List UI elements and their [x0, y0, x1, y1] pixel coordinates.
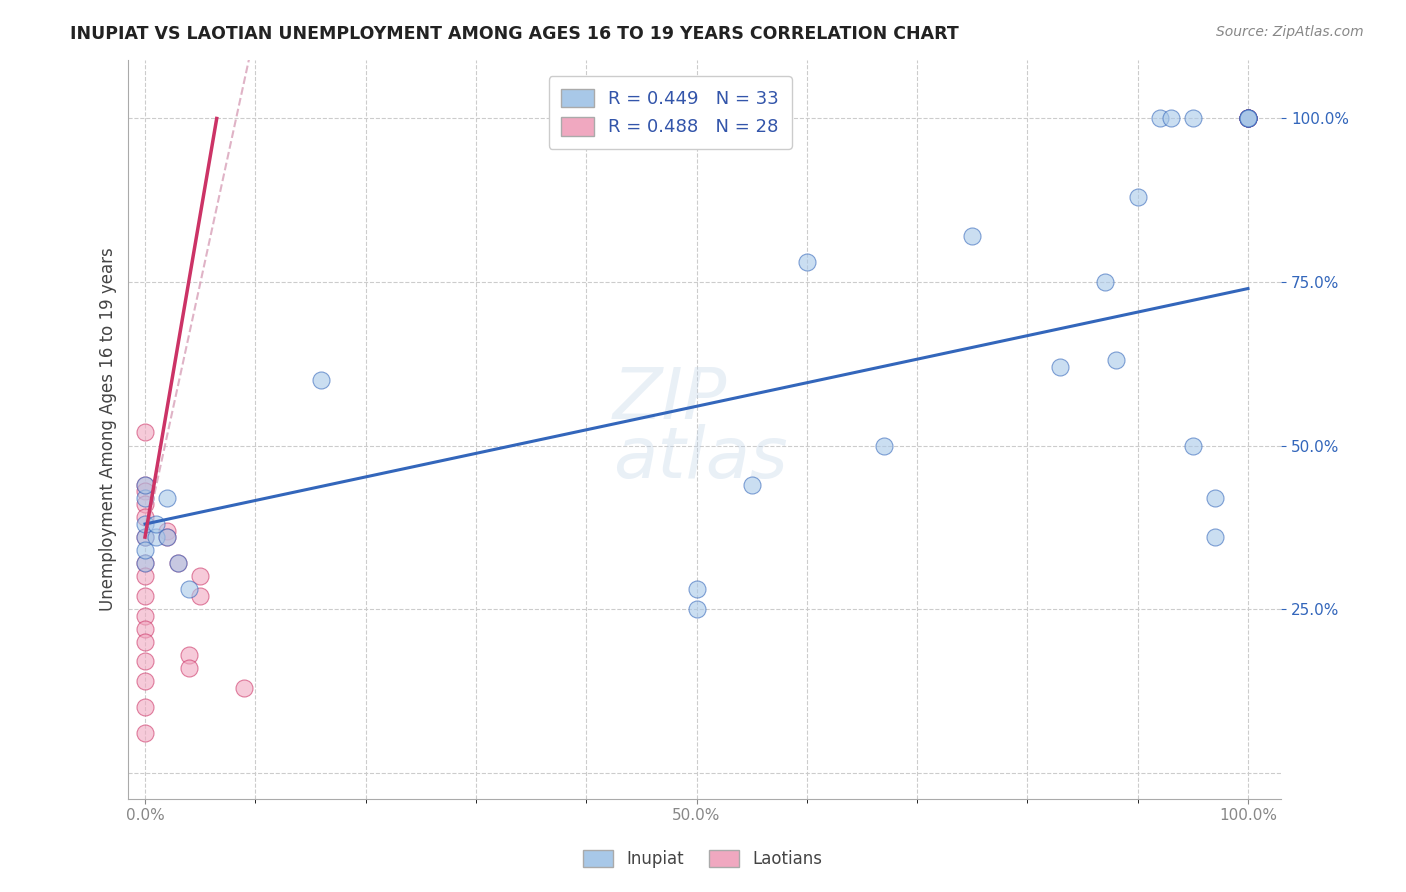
Point	[134, 497, 156, 511]
Point	[1160, 112, 1182, 126]
Point	[741, 477, 763, 491]
Point	[1149, 112, 1171, 126]
Point	[873, 438, 896, 452]
Point	[179, 582, 201, 597]
Point	[233, 681, 256, 695]
Point	[134, 484, 156, 499]
Point	[1181, 112, 1204, 126]
Point	[134, 491, 156, 505]
Point	[134, 654, 156, 668]
Point	[1237, 112, 1260, 126]
Point	[1094, 275, 1116, 289]
Point	[134, 510, 156, 524]
Point	[156, 530, 179, 544]
Point	[134, 530, 156, 544]
Point	[188, 589, 211, 603]
Point	[1204, 491, 1226, 505]
Point	[134, 530, 156, 544]
Legend: Inupiat, Laotians: Inupiat, Laotians	[576, 843, 830, 875]
Y-axis label: Unemployment Among Ages 16 to 19 years: Unemployment Among Ages 16 to 19 years	[100, 247, 117, 611]
Point	[167, 556, 190, 570]
Point	[1104, 353, 1126, 368]
Point	[156, 530, 179, 544]
Point	[1049, 359, 1071, 374]
Point	[156, 524, 179, 538]
Point	[167, 556, 190, 570]
Point	[685, 582, 707, 597]
Text: ZIP: ZIP	[613, 365, 727, 434]
Point	[1126, 190, 1149, 204]
Point	[134, 726, 156, 740]
Point	[134, 589, 156, 603]
Point	[134, 608, 156, 623]
Point	[1237, 112, 1260, 126]
Point	[311, 373, 333, 387]
Point	[134, 556, 156, 570]
Point	[179, 648, 201, 662]
Point	[1237, 112, 1260, 126]
Point	[1181, 438, 1204, 452]
Point	[134, 634, 156, 648]
Text: Source: ZipAtlas.com: Source: ZipAtlas.com	[1216, 25, 1364, 39]
Point	[134, 700, 156, 714]
Text: atlas: atlas	[613, 425, 787, 493]
Point	[1237, 112, 1260, 126]
Point	[179, 661, 201, 675]
Point	[1237, 112, 1260, 126]
Point	[796, 255, 818, 269]
Point	[1237, 112, 1260, 126]
Point	[134, 622, 156, 636]
Point	[145, 516, 167, 531]
Point	[134, 425, 156, 440]
Point	[1204, 530, 1226, 544]
Point	[134, 516, 156, 531]
Point	[134, 543, 156, 558]
Point	[685, 602, 707, 616]
Point	[1237, 112, 1260, 126]
Point	[134, 477, 156, 491]
Point	[134, 569, 156, 583]
Point	[134, 673, 156, 688]
Legend: R = 0.449   N = 33, R = 0.488   N = 28: R = 0.449 N = 33, R = 0.488 N = 28	[548, 76, 792, 149]
Point	[188, 569, 211, 583]
Point	[1237, 112, 1260, 126]
Point	[134, 556, 156, 570]
Point	[156, 491, 179, 505]
Point	[145, 530, 167, 544]
Text: INUPIAT VS LAOTIAN UNEMPLOYMENT AMONG AGES 16 TO 19 YEARS CORRELATION CHART: INUPIAT VS LAOTIAN UNEMPLOYMENT AMONG AG…	[70, 25, 959, 43]
Point	[134, 477, 156, 491]
Point	[962, 229, 984, 244]
